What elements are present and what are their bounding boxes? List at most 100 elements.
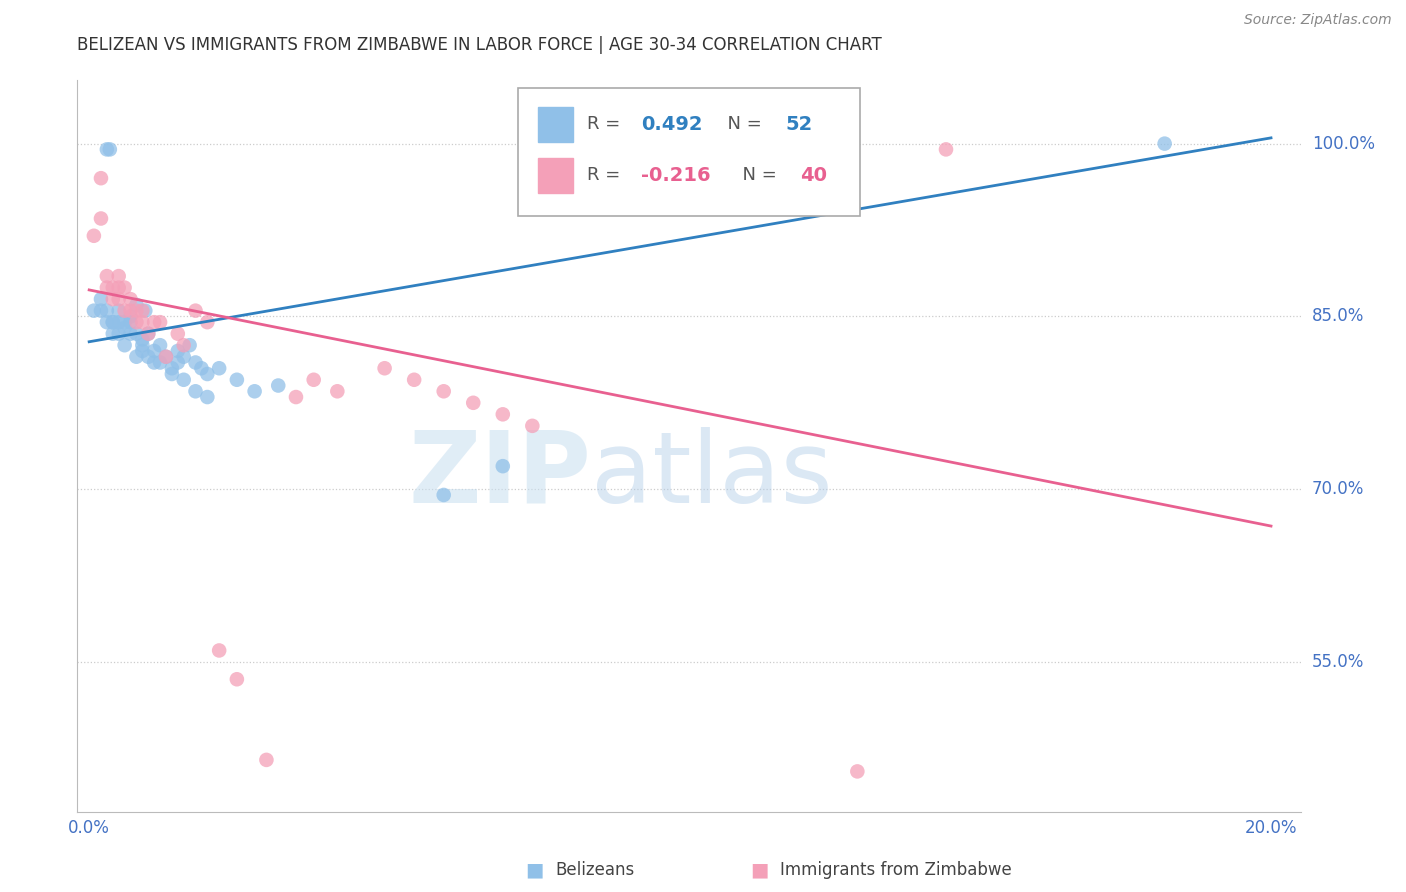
Point: [160, 367, 183, 381]
Point: [101, 280, 124, 294]
Point: [90, 303, 112, 318]
Text: ■: ■: [749, 860, 769, 880]
Point: [184, 355, 207, 369]
Point: [107, 292, 129, 306]
Point: [101, 326, 124, 341]
Point: [83, 303, 105, 318]
Point: [101, 315, 124, 329]
Point: [166, 355, 188, 369]
Point: [404, 373, 426, 387]
Point: [83, 228, 105, 243]
Point: [98, 142, 121, 156]
Point: [101, 292, 124, 306]
Text: R =: R =: [588, 167, 627, 185]
Point: [125, 350, 148, 364]
Point: [184, 303, 207, 318]
Point: [114, 315, 136, 329]
Point: [1153, 136, 1175, 151]
Point: [166, 326, 188, 341]
Point: [131, 343, 153, 358]
Text: 100.0%: 100.0%: [1312, 135, 1375, 153]
Point: [143, 355, 166, 369]
Point: [101, 315, 124, 329]
Point: [131, 333, 153, 347]
Point: [935, 142, 957, 156]
Point: [184, 384, 207, 399]
Point: [243, 384, 266, 399]
Point: [179, 338, 201, 352]
Text: Belizeans: Belizeans: [555, 861, 634, 879]
Text: ZIP: ZIP: [408, 426, 591, 524]
Point: [136, 350, 159, 364]
Point: [125, 326, 148, 341]
Point: [492, 459, 515, 474]
Point: [190, 361, 212, 376]
Point: [149, 338, 172, 352]
Point: [136, 326, 159, 341]
Point: [326, 384, 349, 399]
Text: 0.492: 0.492: [641, 115, 703, 134]
Point: [134, 303, 156, 318]
Text: N =: N =: [731, 167, 782, 185]
Point: [195, 390, 218, 404]
Point: [107, 326, 129, 341]
Point: [254, 753, 277, 767]
Point: [114, 338, 136, 352]
Text: N =: N =: [716, 115, 768, 133]
Point: [114, 303, 136, 318]
Point: [195, 315, 218, 329]
Point: [120, 292, 142, 306]
Point: [463, 396, 485, 410]
Point: [433, 384, 456, 399]
Text: R =: R =: [588, 115, 627, 133]
Point: [120, 303, 142, 318]
Point: [107, 269, 129, 284]
Point: [433, 488, 456, 502]
Point: [114, 321, 136, 335]
Point: [125, 298, 148, 312]
Point: [136, 326, 159, 341]
FancyBboxPatch shape: [517, 87, 860, 216]
Point: [225, 672, 247, 686]
Point: [125, 303, 148, 318]
Point: [846, 764, 869, 779]
Point: [120, 315, 142, 329]
Bar: [538, 107, 572, 142]
Point: [149, 355, 172, 369]
Point: [107, 280, 129, 294]
Point: [302, 373, 325, 387]
Point: [120, 326, 142, 341]
Point: [107, 315, 129, 329]
Point: [96, 269, 118, 284]
Point: [155, 350, 177, 364]
Point: [114, 280, 136, 294]
Point: [90, 211, 112, 226]
Text: Immigrants from Zimbabwe: Immigrants from Zimbabwe: [780, 861, 1012, 879]
Text: BELIZEAN VS IMMIGRANTS FROM ZIMBABWE IN LABOR FORCE | AGE 30-34 CORRELATION CHAR: BELIZEAN VS IMMIGRANTS FROM ZIMBABWE IN …: [77, 36, 882, 54]
Point: [96, 315, 118, 329]
Point: [131, 338, 153, 352]
Point: [90, 292, 112, 306]
Bar: [538, 158, 572, 193]
Point: [195, 367, 218, 381]
Point: [492, 407, 515, 421]
Point: [267, 378, 290, 392]
Point: [173, 373, 195, 387]
Point: [374, 361, 396, 376]
Point: [96, 303, 118, 318]
Point: [90, 171, 112, 186]
Point: [160, 361, 183, 376]
Point: [155, 350, 177, 364]
Point: [149, 315, 172, 329]
Text: ■: ■: [524, 860, 544, 880]
Text: Source: ZipAtlas.com: Source: ZipAtlas.com: [1244, 13, 1392, 28]
Point: [225, 373, 247, 387]
Point: [120, 310, 142, 324]
Point: [208, 361, 231, 376]
Point: [107, 303, 129, 318]
Text: 40: 40: [800, 166, 827, 185]
Point: [143, 343, 166, 358]
Point: [173, 338, 195, 352]
Point: [131, 315, 153, 329]
Text: 52: 52: [786, 115, 813, 134]
